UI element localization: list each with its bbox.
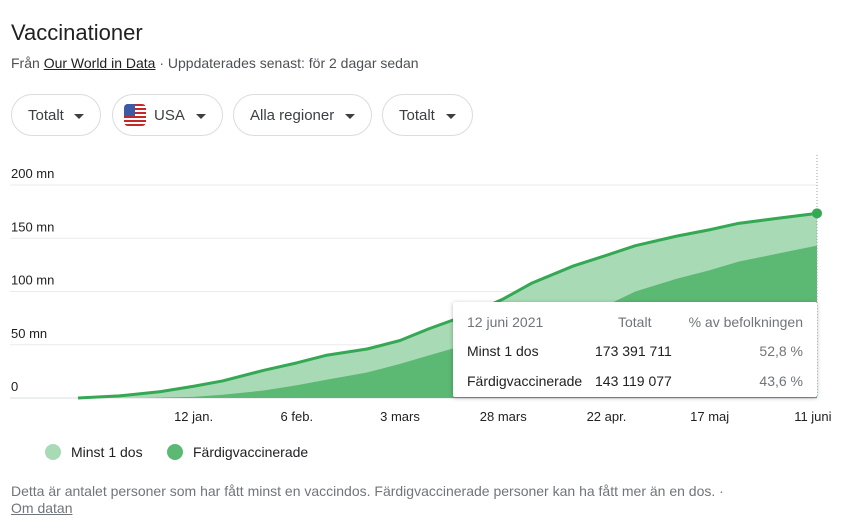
tooltip-col-total: Totalt — [618, 314, 652, 330]
y-tick-label: 50 mn — [11, 326, 47, 341]
tooltip-row-pct: 52,8 % — [759, 343, 803, 359]
region-dropdown-label: Alla regioner — [250, 106, 335, 124]
chevron-down-icon — [345, 114, 355, 119]
tooltip-col-pct: % av befolkningen — [688, 314, 803, 330]
footnote: Detta är antalet personer som har fått m… — [11, 483, 724, 499]
country-dropdown[interactable]: USA — [112, 94, 223, 136]
about-data-link[interactable]: Om datan — [11, 500, 73, 516]
x-tick-label: 17 maj — [690, 409, 729, 424]
legend-swatch — [167, 444, 183, 460]
legend-label: Minst 1 dos — [71, 444, 143, 460]
tooltip-row-label: Färdigvaccinerade — [467, 373, 583, 389]
x-tick-label: 22 apr. — [587, 409, 627, 424]
x-tick-label: 6 feb. — [281, 409, 314, 424]
source-link[interactable]: Our World in Data — [43, 55, 156, 71]
x-tick-label: 12 jan. — [174, 409, 213, 424]
dose-dropdown-label: Totalt — [399, 106, 435, 124]
chart-tooltip: 12 juni 2021 Totalt % av befolkningen Mi… — [453, 302, 817, 397]
country-dropdown-label: USA — [154, 106, 185, 124]
y-tick-label: 0 — [11, 379, 18, 394]
chevron-down-icon — [74, 114, 84, 119]
tooltip-date: 12 juni 2021 — [467, 314, 544, 330]
series-line-first-dose — [77, 211, 818, 400]
chevron-down-icon — [196, 114, 206, 119]
legend-item[interactable]: Minst 1 dos — [45, 444, 143, 460]
hover-point — [812, 208, 822, 219]
tooltip-row-pct: 43,6 % — [759, 373, 803, 389]
tooltip-row-total: 173 391 711 — [595, 343, 672, 359]
metric-dropdown[interactable]: Totalt — [11, 94, 101, 136]
page-title: Vaccinationer — [11, 20, 143, 45]
dose-dropdown[interactable]: Totalt — [382, 94, 473, 136]
y-tick-label: 150 mn — [11, 219, 54, 234]
x-tick-label: 28 mars — [480, 409, 527, 424]
source-line: Från Our World in Data · Uppdaterades se… — [11, 55, 419, 71]
region-dropdown[interactable]: Alla regioner — [233, 94, 372, 136]
source-prefix: Från — [11, 55, 40, 71]
x-tick-label: 3 mars — [380, 409, 420, 424]
x-tick-label: 11 juni — [794, 409, 831, 424]
metric-dropdown-label: Totalt — [28, 106, 64, 124]
y-tick-label: 200 mn — [11, 166, 54, 181]
chevron-down-icon — [446, 114, 456, 119]
legend-swatch — [45, 444, 61, 460]
tooltip-row-total: 143 119 077 — [595, 373, 672, 389]
updated-text: · Uppdaterades senast: för 2 dagar sedan — [159, 55, 419, 71]
us-flag-icon — [124, 104, 146, 126]
y-tick-label: 100 mn — [11, 273, 54, 288]
legend-item[interactable]: Färdigvaccinerade — [167, 444, 308, 460]
legend-label: Färdigvaccinerade — [193, 444, 309, 460]
tooltip-row-label: Minst 1 dos — [467, 343, 539, 359]
